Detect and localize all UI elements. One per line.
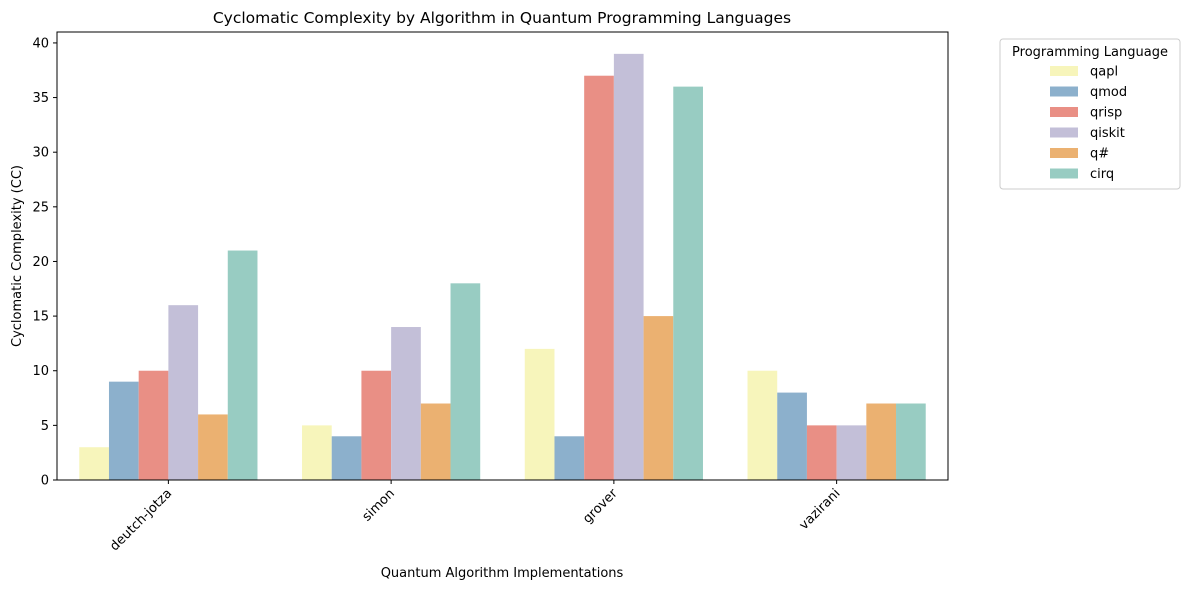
legend-label-qapl: qapl [1090, 65, 1118, 80]
legend-label-qiskit: qiskit [1090, 126, 1125, 141]
y-tick-label: 15 [32, 310, 49, 325]
bar-simon-qapl [302, 425, 332, 480]
y-tick-label: 10 [32, 364, 49, 379]
bar-simon-qmod [331, 436, 362, 480]
legend-label-q#: q# [1090, 147, 1109, 162]
y-tick-label: 30 [32, 146, 49, 161]
y-axis-label: Cyclomatic Complexity (CC) [10, 165, 25, 347]
bar-deutch-jotza-qiskit [168, 305, 199, 480]
x-tick-label: simon [360, 486, 398, 524]
legend-label-cirq: cirq [1090, 167, 1114, 182]
legend-frame [999, 38, 1181, 190]
y-tick-label: 35 [32, 91, 49, 106]
legend-label-qrisp: qrisp [1090, 106, 1122, 121]
bar-vazirani-qrisp [806, 425, 837, 480]
bar-vazirani-qapl [747, 370, 778, 480]
y-tick-label: 25 [32, 200, 49, 215]
legend-swatch-qiskit [1050, 127, 1078, 138]
x-axis: deutch-jotza simon grover vazirani [107, 480, 843, 554]
bar-grover-qrisp [584, 75, 614, 481]
x-tick-label: grover [580, 486, 621, 527]
bar-deutch-jotza-qrisp [138, 370, 169, 480]
x-tick-label: deutch-jotza [107, 486, 175, 554]
bar-vazirani-qiskit [836, 425, 867, 480]
legend-swatch-qrisp [1050, 107, 1078, 117]
y-tick-label: 0 [41, 474, 49, 489]
y-axis: 0 5 10 15 20 25 30 35 40 [32, 36, 57, 489]
legend: Programming Language qapl qmod qrisp qiskit… [999, 38, 1181, 190]
bar-grover-qiskit [613, 53, 644, 480]
x-tick-label: vazirani [797, 486, 844, 533]
x-axis-label: Quantum Algorithm Implementations [381, 566, 624, 581]
bar-grover-qmod [554, 436, 585, 480]
bar-grover-q# [643, 316, 674, 480]
bar-deutch-jotza-cirq [227, 250, 258, 480]
y-tick-label: 40 [32, 36, 49, 51]
bar-simon-q# [420, 403, 451, 480]
bar-vazirani-cirq [896, 403, 926, 480]
plot-frame [56, 31, 949, 481]
legend-swatch-qmod [1050, 86, 1078, 97]
bar-vazirani-qmod [777, 392, 807, 480]
y-tick-label: 5 [41, 419, 49, 434]
y-tick-label: 20 [32, 255, 49, 270]
bars-group [79, 53, 926, 481]
bar-grover-cirq [673, 86, 703, 480]
bar-simon-qiskit [391, 327, 421, 480]
chart-title: Cyclomatic Complexity by Algorithm in Qu… [213, 9, 791, 27]
bar-simon-cirq [450, 283, 481, 480]
bar-deutch-jotza-qmod [108, 381, 139, 480]
legend-label-qmod: qmod [1090, 85, 1127, 100]
legend-swatch-qapl [1050, 66, 1078, 76]
bar-deutch-jotza-qapl [79, 447, 109, 480]
bar-deutch-jotza-q# [198, 414, 228, 480]
bar-vazirani-q# [866, 403, 897, 480]
bar-grover-qapl [524, 348, 555, 480]
legend-swatch-q# [1050, 148, 1078, 158]
legend-title: Programming Language [1012, 45, 1168, 60]
legend-swatch-cirq [1050, 168, 1078, 179]
bar-simon-qrisp [361, 370, 392, 480]
